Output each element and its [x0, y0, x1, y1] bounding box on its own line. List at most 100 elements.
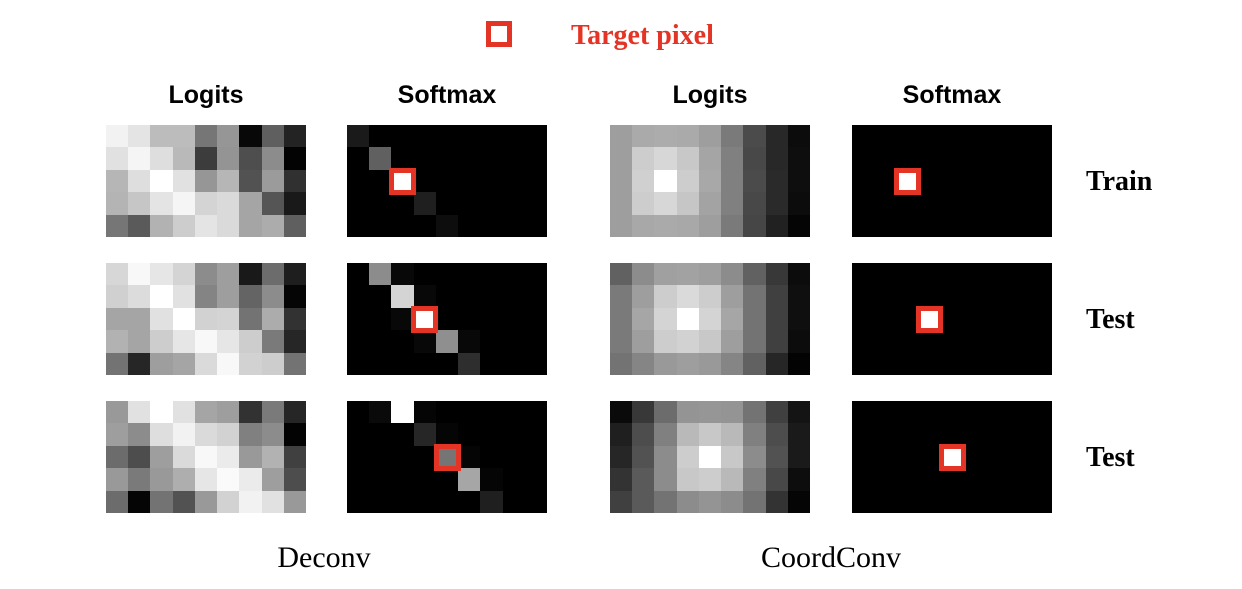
heatmap-cell: [391, 285, 414, 308]
heatmap-cell: [283, 330, 306, 353]
heatmap-cell: [283, 214, 306, 237]
heatmap-cell: [369, 192, 392, 215]
heatmap-cell: [480, 263, 503, 286]
heatmap-cell: [676, 214, 699, 237]
heatmap-cell: [106, 125, 129, 148]
heatmap-cell: [852, 125, 875, 148]
heatmap-cell: [1029, 423, 1052, 446]
heatmap-cell: [128, 330, 151, 353]
row-label-train: Train: [1086, 166, 1153, 197]
heatmap-cell: [502, 401, 525, 424]
heatmap-cell: [765, 490, 788, 513]
heatmap-cell: [632, 285, 655, 308]
heatmap-cell: [128, 445, 151, 469]
heatmap-cell: [743, 147, 766, 170]
heatmap-cell: [698, 468, 722, 491]
heatmap-cell: [413, 285, 436, 308]
heatmap-cell: [765, 423, 788, 446]
heatmap-cell: [765, 307, 788, 331]
heatmap-cell: [940, 192, 964, 215]
heatmap-cell: [632, 423, 655, 446]
heatmap-cell: [765, 445, 788, 469]
heatmap-cell: [676, 125, 699, 148]
heatmap-cell: [239, 423, 262, 446]
heatmap-cell: [787, 263, 810, 286]
heatmap-coordconv-softmax-train: [852, 125, 1052, 237]
heatmap-cell: [502, 214, 525, 237]
heatmap-cell: [239, 263, 262, 286]
heatmap-cell: [283, 307, 306, 331]
heatmap-cell: [172, 214, 195, 237]
heatmap-cell: [1007, 263, 1030, 286]
heatmap-cell: [698, 401, 722, 424]
heatmap-cell: [676, 490, 699, 513]
heatmap-cell: [283, 468, 306, 491]
heatmap-cell: [676, 192, 699, 215]
heatmap-cell: [896, 330, 919, 353]
heatmap-coordconv-logits-test1: [610, 263, 810, 375]
heatmap-cell: [239, 490, 262, 513]
heatmap-cell: [194, 401, 218, 424]
heatmap-cell: [172, 401, 195, 424]
heatmap-cell: [787, 192, 810, 215]
heatmap-cell: [632, 192, 655, 215]
heatmap-cell: [347, 468, 370, 491]
heatmap-cell: [413, 468, 436, 491]
heatmap-cell: [852, 468, 875, 491]
heatmap-cell: [283, 169, 306, 193]
heatmap-cell: [239, 401, 262, 424]
heatmap-cell: [480, 214, 503, 237]
target-pixel-legend-icon: [486, 21, 512, 47]
heatmap-cell: [1029, 352, 1052, 375]
heatmap-cell: [172, 125, 195, 148]
heatmap-cell: [391, 307, 414, 331]
heatmap-cell: [106, 192, 129, 215]
heatmap-cell: [150, 125, 173, 148]
heatmap-cell: [654, 285, 677, 308]
heatmap-cell: [347, 285, 370, 308]
heatmap-cell: [985, 125, 1008, 148]
heatmap-cell: [963, 192, 986, 215]
heatmap-cell: [369, 445, 392, 469]
heatmap-cell: [721, 125, 744, 148]
heatmap-cell: [261, 214, 284, 237]
heatmap-cell: [918, 169, 941, 193]
heatmap-coordconv-softmax-test1: [852, 263, 1052, 375]
heatmap-cell: [918, 285, 941, 308]
heatmap-cell: [150, 468, 173, 491]
heatmap-cell: [480, 445, 503, 469]
heatmap-cell: [106, 169, 129, 193]
heatmap-cell: [985, 214, 1008, 237]
heatmap-cell: [654, 125, 677, 148]
heatmap-cell: [435, 307, 459, 331]
heatmap-cell: [1007, 401, 1030, 424]
heatmap-cell: [698, 169, 722, 193]
heatmap-cell: [743, 468, 766, 491]
heatmap-cell: [721, 401, 744, 424]
heatmap-cell: [963, 285, 986, 308]
target-pixel-legend-label: Target pixel: [571, 20, 714, 51]
heatmap-cell: [435, 352, 459, 375]
heatmap-cell: [610, 490, 633, 513]
heatmap-cell: [391, 490, 414, 513]
heatmap-cell: [896, 147, 919, 170]
heatmap-cell: [1007, 285, 1030, 308]
heatmap-cell: [963, 352, 986, 375]
heatmap-cell: [676, 401, 699, 424]
heatmap-cell: [128, 490, 151, 513]
heatmap-cell: [261, 192, 284, 215]
heatmap-cell: [1029, 192, 1052, 215]
heatmap-cell: [502, 125, 525, 148]
heatmap-cell: [874, 214, 897, 237]
heatmap-cell: [721, 192, 744, 215]
heatmap-cell: [128, 352, 151, 375]
heatmap-cell: [239, 307, 262, 331]
heatmap-cell: [743, 330, 766, 353]
heatmap-cell: [347, 423, 370, 446]
heatmap-cell: [787, 401, 810, 424]
heatmap-cell: [106, 445, 129, 469]
heatmap-cell: [852, 214, 875, 237]
heatmap-cell: [654, 490, 677, 513]
heatmap-cell: [413, 352, 436, 375]
heatmap-cell: [502, 352, 525, 375]
